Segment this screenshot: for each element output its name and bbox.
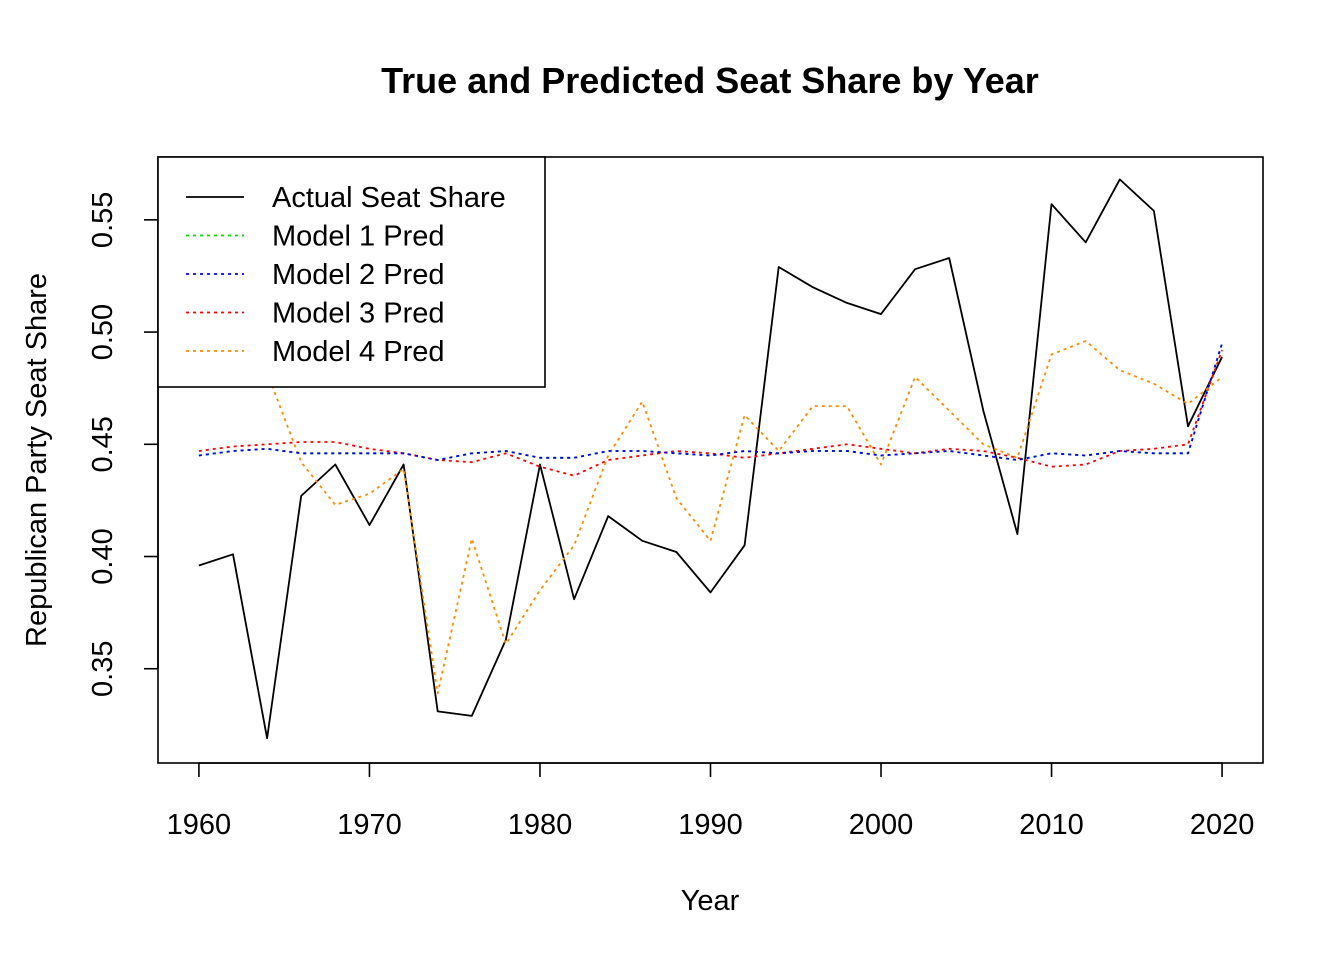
y-tick-label: 0.40	[87, 528, 119, 584]
x-tick-label: 2000	[849, 809, 914, 841]
x-tick-label: 1980	[508, 809, 573, 841]
legend-label: Model 4 Pred	[272, 336, 445, 368]
y-axis-label: Republican Party Seat Share	[21, 273, 53, 647]
series-line-4	[266, 340, 1223, 695]
x-tick-label: 2010	[1019, 809, 1084, 841]
x-axis: 1960 1970 1980 1990 2000 2010 2020	[167, 762, 1255, 841]
legend-label: Actual Seat Share	[272, 182, 506, 214]
x-tick-label: 2020	[1190, 809, 1255, 841]
chart-title: True and Predicted Seat Share by Year	[381, 60, 1039, 101]
legend-label: Model 3 Pred	[272, 298, 445, 330]
legend-label: Model 2 Pred	[272, 259, 445, 291]
y-tick-label: 0.50	[87, 304, 119, 360]
y-tick-label: 0.45	[87, 416, 119, 472]
y-tick-label: 0.55	[87, 192, 119, 248]
legend-box	[157, 156, 546, 388]
x-tick-label: 1990	[678, 809, 743, 841]
legend: Actual Seat Share Model 1 Pred Model 2 Pre…	[157, 156, 546, 388]
y-axis: 0.35 0.40 0.45 0.50 0.55	[87, 192, 159, 697]
x-axis-label: Year	[681, 885, 740, 917]
x-tick-label: 1960	[167, 809, 232, 841]
y-tick-label: 0.35	[87, 641, 119, 697]
x-tick-label: 1970	[337, 809, 402, 841]
legend-label: Model 1 Pred	[272, 221, 445, 253]
series-line-0	[198, 178, 1223, 740]
series-layer	[198, 178, 1223, 740]
